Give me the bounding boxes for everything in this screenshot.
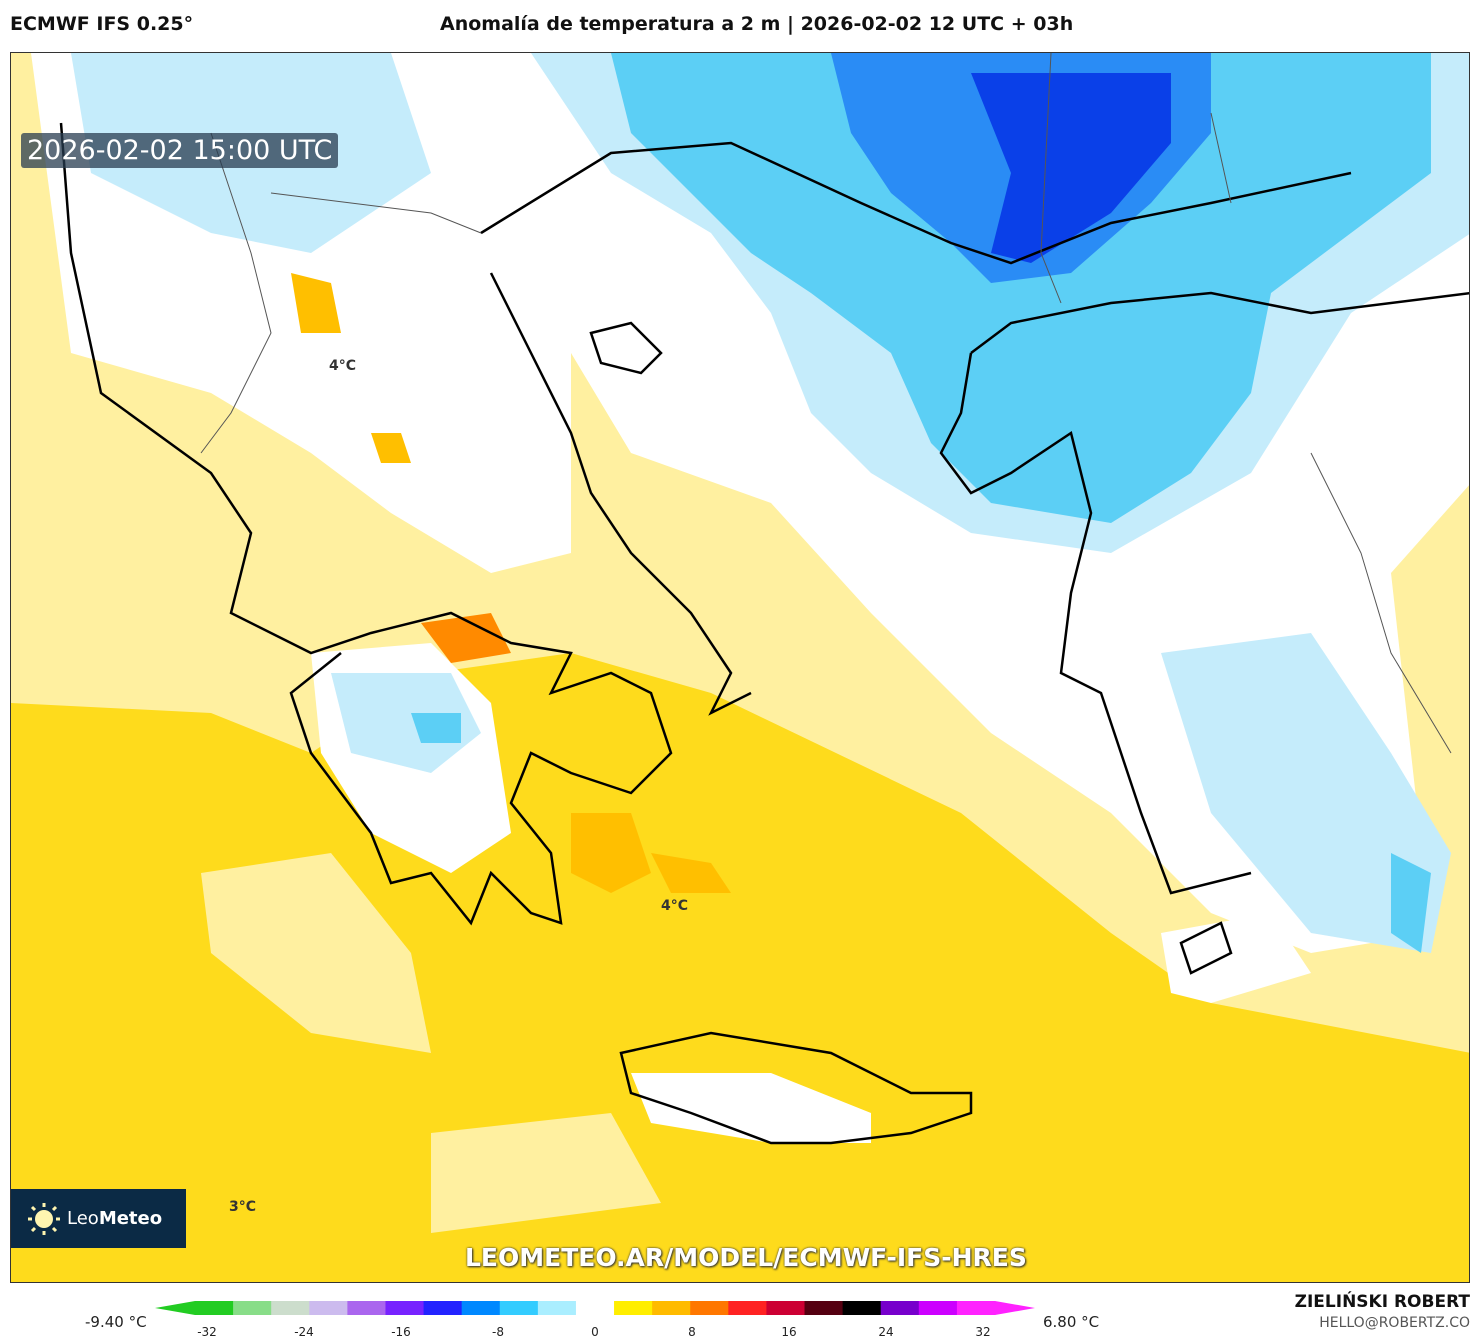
colorbar-segment [537,1301,577,1315]
deep-blue-areas [831,53,1211,283]
colorbar-tick: -24 [294,1325,314,1339]
author-email[interactable]: HELLO@ROBERTZ.CO [1319,1315,1470,1331]
colorbar-tick: -8 [492,1325,504,1339]
colorbar-segment [575,1301,615,1315]
colorbar-segment [195,1301,234,1315]
colorbar-segment [385,1301,425,1315]
colorbar-tick: 8 [688,1325,696,1339]
anomaly-map: 2026-02-02 15:00 UTC 4°C 4°C 3°C [10,52,1470,1283]
valid-time-badge: 2026-02-02 15:00 UTC [21,133,339,168]
colorbar-segment [499,1301,539,1315]
author-name: ZIELIŃSKI ROBERT [1294,1292,1470,1312]
map-canvas [11,53,1469,1282]
colorbar-segment [614,1301,653,1315]
coastlines [59,122,1469,1145]
colorbar-low-arrow [155,1301,195,1315]
colorbar [155,1301,1035,1315]
source-url-link[interactable]: LEOMETEO.AR/MODEL/ECMWF-IFS-HRES [465,1243,1027,1272]
contour-label: 4°C [661,898,689,914]
colorbar-high-arrow [995,1301,1035,1315]
borders [200,53,1452,754]
colorbar-segment [233,1301,272,1315]
colorbar-tick: 0 [591,1325,599,1339]
colorbar-segment [461,1301,501,1315]
model-name: ECMWF IFS 0.25° [10,13,194,35]
colorbar-segment [423,1301,463,1315]
colorbar-segment [766,1301,806,1315]
sun-icon [28,1202,60,1235]
colorbar-segment [271,1301,310,1315]
colorbar-segment [918,1301,958,1315]
leometeo-logo: LeoMeteo [11,1189,186,1248]
colorbar-segment [728,1301,767,1315]
map-title: Anomalía de temperatura a 2 m | 2026-02-… [440,13,1074,35]
colorbar-segment [880,1301,920,1315]
colorbar-tick: -16 [391,1325,411,1339]
colorbar-segment [652,1301,691,1315]
contour-label: 4°C [329,358,357,374]
colorbar-max-label: 6.80 °C [1043,1313,1100,1331]
colorbar-segment [690,1301,729,1315]
contour-label: 3°C [229,1199,257,1215]
blue-areas [411,53,1431,953]
orange-areas [291,273,731,893]
colorbar-segment [804,1301,844,1315]
colorbar-segment [842,1301,882,1315]
colorbar-segment [347,1301,386,1315]
colorbar-tick: 24 [878,1325,894,1339]
colorbar-min-label: -9.40 °C [85,1313,147,1331]
logo-text: LeoMeteo [67,1208,163,1229]
colorbar-tick: 32 [975,1325,991,1339]
colorbar-segment [956,1301,996,1315]
colorbar-tick: 16 [781,1325,797,1339]
colorbar-tick: -32 [197,1325,217,1339]
colorbar-segment [309,1301,348,1315]
